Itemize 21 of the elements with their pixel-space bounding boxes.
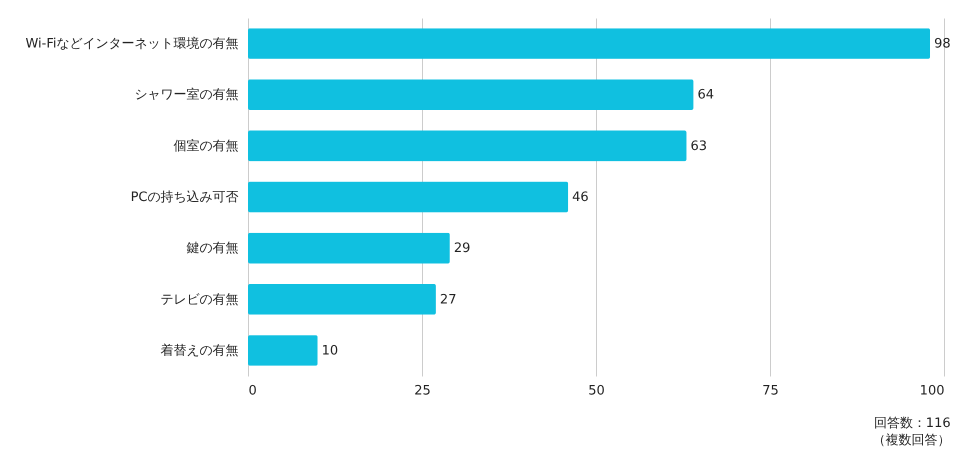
- y-tick-label: 個室の有無: [174, 138, 238, 154]
- x-tick-label: 100: [920, 384, 944, 398]
- y-tick-label: 着替えの有無: [160, 342, 238, 358]
- text: 回答数：116: [874, 416, 951, 431]
- data-label: 10: [322, 343, 338, 358]
- y-tick-label: 鍵の有無: [186, 241, 238, 256]
- data-label: 46: [572, 190, 589, 205]
- data-label: 29: [454, 241, 470, 256]
- x-tick-label: 25: [414, 384, 431, 398]
- x-tick-label: 0: [248, 384, 257, 398]
- data-label: 27: [440, 292, 456, 308]
- x-tick-label: 50: [588, 384, 605, 398]
- y-tick-label: Wi-Fiなどインターネット環境の有無: [25, 36, 238, 52]
- data-label: 63: [690, 138, 708, 154]
- y-tick-label: PCの持ち込み可否: [130, 190, 238, 205]
- data-label: 64: [697, 88, 714, 103]
- x-tick-label: 75: [762, 384, 779, 398]
- y-tick-label: テレビの有無: [160, 292, 238, 308]
- y-tick-label: シャワー室の有無: [134, 86, 238, 103]
- text: （複数回答）: [872, 433, 951, 448]
- data-label: 98: [934, 36, 951, 52]
